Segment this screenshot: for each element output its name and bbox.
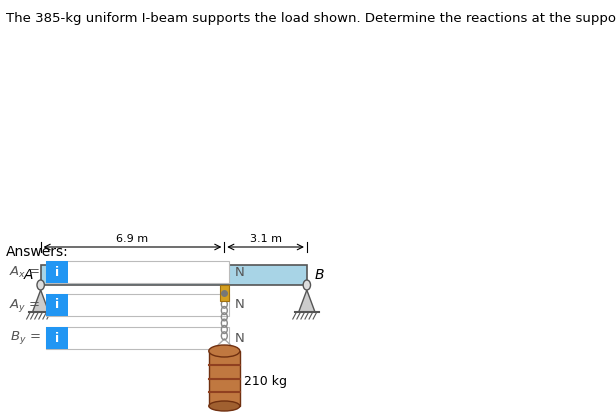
Text: 6.9 m: 6.9 m (116, 234, 148, 244)
Text: The 385-kg uniform I-beam supports the load shown. Determine the reactions at th: The 385-kg uniform I-beam supports the l… (6, 12, 616, 25)
Bar (46, 327, 68, 349)
Text: $A_y$ =: $A_y$ = (9, 297, 41, 313)
Circle shape (37, 280, 44, 290)
Bar (41, 265, 307, 285)
Text: Answers:: Answers: (6, 245, 68, 259)
Text: A: A (24, 268, 33, 282)
Bar (46, 294, 68, 316)
Text: N: N (235, 331, 245, 344)
Text: N: N (235, 299, 245, 312)
Text: $B_y$ =: $B_y$ = (10, 330, 41, 346)
Bar (46, 327, 229, 349)
Text: B: B (314, 268, 324, 282)
Bar (209, 351, 240, 406)
Text: i: i (55, 299, 59, 312)
Ellipse shape (209, 401, 240, 411)
Text: i: i (55, 331, 59, 344)
Text: 210 kg: 210 kg (243, 375, 286, 388)
Circle shape (303, 280, 310, 290)
Bar (46, 294, 229, 316)
Bar (46, 261, 68, 283)
Polygon shape (33, 290, 49, 312)
Polygon shape (299, 290, 315, 312)
Bar (46, 261, 229, 283)
Text: $A_x$ =: $A_x$ = (9, 265, 41, 280)
Bar (220, 285, 229, 301)
Text: N: N (235, 265, 245, 278)
Text: 3.1 m: 3.1 m (249, 234, 282, 244)
Text: i: i (55, 265, 59, 278)
Ellipse shape (209, 345, 240, 357)
